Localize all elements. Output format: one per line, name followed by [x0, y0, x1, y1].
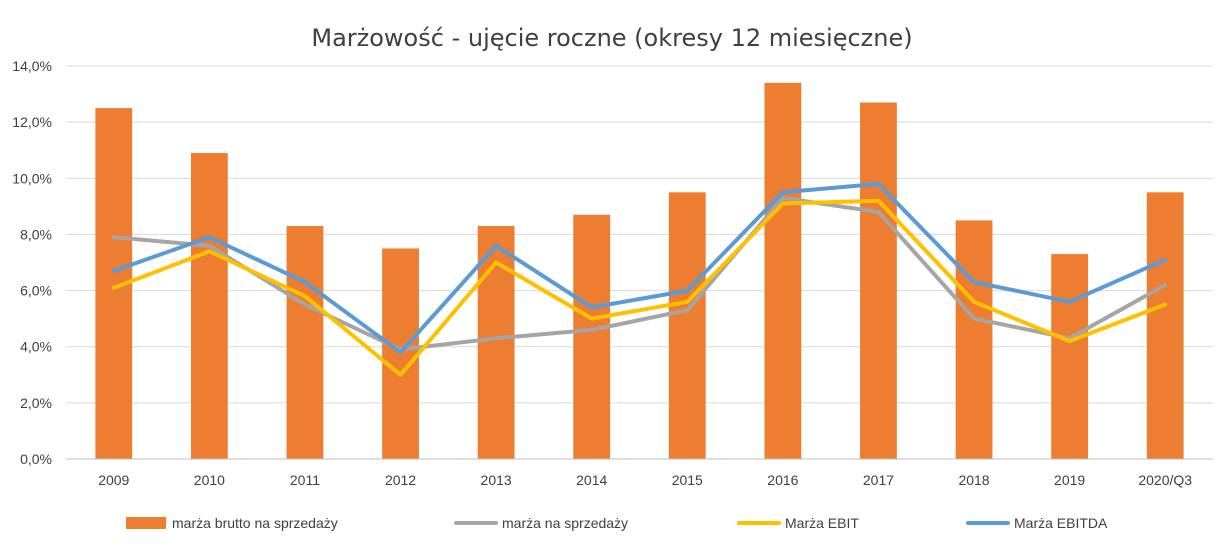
series-line [111, 181, 1168, 355]
x-tick-label: 2012 [385, 472, 416, 488]
y-tick-label: 10,0% [12, 170, 52, 186]
bar [955, 220, 993, 459]
y-tick-label: 0,0% [20, 451, 52, 467]
line-series [111, 181, 1168, 377]
y-tick-label: 12,0% [12, 114, 52, 130]
y-tick-label: 8,0% [20, 226, 52, 242]
x-tick-label: 2015 [672, 472, 703, 488]
x-tick-label: 2019 [1054, 472, 1085, 488]
legend-label: Marża EBITDA [1014, 515, 1108, 531]
legend-swatch [126, 517, 166, 529]
bar [286, 226, 324, 459]
bar [1051, 254, 1089, 459]
y-axis-ticks: 0,0% 2,0% 4,0% 6,0% 8,0% 10,0% 12,0% 14,0% [12, 58, 52, 467]
legend-label: marża brutto na sprzedaży [172, 515, 338, 531]
series-line [111, 195, 1168, 352]
bar [860, 102, 897, 459]
legend-label: Marża EBIT [785, 515, 859, 531]
x-tick-label: 2020/Q3 [1138, 472, 1192, 488]
series-line [111, 198, 1168, 377]
x-tick-label: 2013 [481, 472, 512, 488]
legend: marża brutto na sprzedaży marża na sprzed… [126, 515, 1108, 531]
x-tick-label: 2010 [194, 472, 225, 488]
x-tick-label: 2009 [98, 472, 129, 488]
chart-title: Marżowość - ujęcie roczne (okresy 12 mie… [311, 24, 912, 52]
x-tick-label: 2018 [958, 472, 989, 488]
y-tick-label: 14,0% [12, 58, 52, 74]
x-tick-label: 2011 [290, 472, 320, 488]
bar [573, 214, 611, 459]
x-tick-label: 2017 [863, 472, 894, 488]
bar [764, 82, 802, 459]
legend-label: marża na sprzedaży [502, 515, 628, 531]
y-tick-label: 6,0% [20, 283, 52, 299]
x-tick-label: 2016 [767, 472, 798, 488]
y-tick-label: 2,0% [20, 395, 52, 411]
bar [668, 192, 706, 460]
y-tick-label: 4,0% [20, 339, 52, 355]
bar-series [95, 82, 1184, 460]
x-axis-ticks: 2009 2010 2011 2012 2013 2014 2015 2016 2017 2018… [98, 472, 1192, 488]
x-tick-label: 2014 [576, 472, 607, 488]
bar [1146, 192, 1184, 460]
bar [190, 153, 228, 459]
gridlines [66, 65, 1213, 404]
